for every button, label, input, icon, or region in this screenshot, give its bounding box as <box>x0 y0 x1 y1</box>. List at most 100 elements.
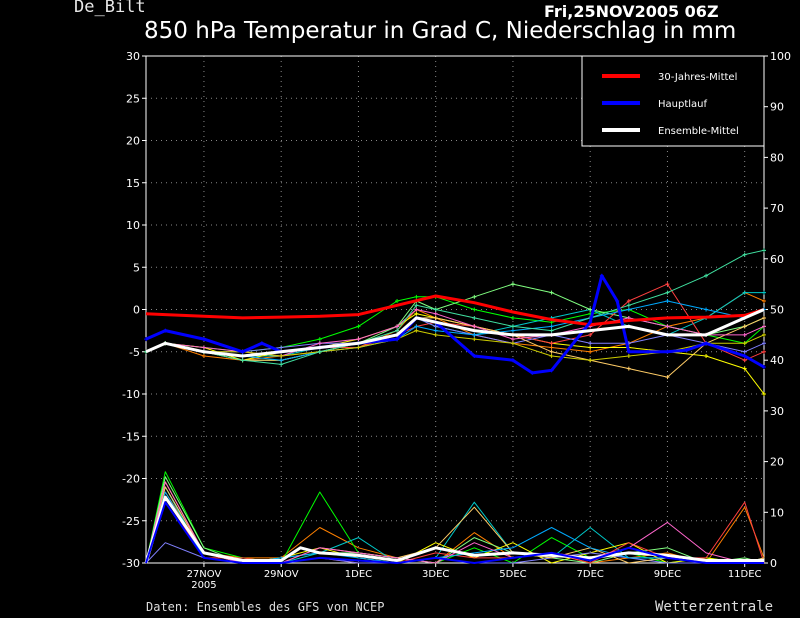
y-right-tick-label: 100 <box>770 50 791 63</box>
temperature-member-marker <box>549 349 554 354</box>
temperature-member-marker <box>626 303 631 308</box>
temperature-member-marker <box>626 353 631 358</box>
temperature-member-marker <box>742 332 747 337</box>
x-tick-label: 7DEC <box>577 569 604 580</box>
temperature-main-marker <box>588 320 593 325</box>
x-tick-label: 3DEC <box>422 569 449 580</box>
temperature-member-marker <box>414 294 419 299</box>
temperature-main-marker <box>742 353 747 358</box>
temperature-member-marker <box>414 307 419 312</box>
y-right-tick-label: 80 <box>770 151 784 164</box>
temperature-member-marker <box>549 324 554 329</box>
temperature-member-marker <box>201 353 206 358</box>
y-right-tick-label: 10 <box>770 506 784 519</box>
y-right-tick-label: 70 <box>770 202 784 215</box>
temperature-main-marker <box>762 364 766 369</box>
temperature-member-marker <box>762 324 766 329</box>
temperature-member-marker <box>356 337 361 342</box>
temperature-member-marker <box>742 341 747 346</box>
temperature-member-marker <box>588 332 593 337</box>
temperature-main-marker <box>615 299 620 304</box>
data-source: Daten: Ensembles des GFS von NCEP <box>146 600 385 614</box>
temperature-member-marker <box>472 332 477 337</box>
temperature-member-marker <box>626 366 631 371</box>
temperature-member-marker <box>762 290 766 295</box>
temperature-main-line <box>145 274 765 375</box>
temperature-member-marker <box>742 324 747 329</box>
temperature-main-marker <box>665 349 670 354</box>
y-left-tick-label: -5 <box>129 346 140 359</box>
temperature-member-marker <box>433 328 438 333</box>
temperature-member-marker <box>704 353 709 358</box>
temperature-member-marker <box>510 315 515 320</box>
y-right-tick-label: 30 <box>770 405 784 418</box>
temperature-main-marker <box>163 328 168 333</box>
temperature-mean-line <box>145 308 765 358</box>
y-left-tick-label: 0 <box>133 304 140 317</box>
temperature-main-marker <box>259 341 264 346</box>
x-tick-label: 27NOV <box>187 569 222 580</box>
temperature-member-marker <box>472 294 477 299</box>
temperature-member-marker <box>742 366 747 371</box>
temperature-member-marker <box>762 299 766 304</box>
legend-label: Ensemble-Mittel <box>658 126 739 137</box>
y-right-tick-label: 0 <box>770 557 777 570</box>
temperature-member-marker <box>742 349 747 354</box>
temperature-member-marker <box>549 341 554 346</box>
y-left-tick-label: 15 <box>126 177 140 190</box>
temperature-main-marker <box>453 337 457 342</box>
temperature-member-marker <box>433 315 438 320</box>
x-tick-label: 29NOV <box>264 569 299 580</box>
y-left-tick-label: 10 <box>126 219 140 232</box>
y-right-tick-label: 50 <box>770 304 784 317</box>
temperature-member-marker <box>762 341 766 346</box>
y-left-tick-label: -10 <box>122 388 140 401</box>
y-right-tick-label: 90 <box>770 101 784 114</box>
legend-label: Hauptlauf <box>658 99 707 110</box>
run-time: Fri,25NOV2005 06Z <box>544 2 719 21</box>
temperature-member-marker <box>762 349 766 354</box>
temperature-member-marker <box>433 311 438 316</box>
temperature-main-marker <box>704 341 709 346</box>
temperature-member-marker <box>395 328 400 333</box>
temperature-member-marker <box>395 299 400 304</box>
temperature-member-marker <box>626 307 631 312</box>
temperature-member-marker <box>356 324 361 329</box>
y-right-tick-label: 40 <box>770 354 784 367</box>
temperature-member-marker <box>588 345 593 350</box>
temperature-member-marker <box>201 345 206 350</box>
temperature-member-marker <box>742 252 747 257</box>
temperature-member-marker <box>626 299 631 304</box>
temperature-member-marker <box>414 324 419 329</box>
temperature-member-marker <box>762 332 766 337</box>
x-tick-label: 1DEC <box>345 569 372 580</box>
temperature-main-marker <box>599 273 604 278</box>
temperature-member-marker <box>588 341 593 346</box>
y-left-tick-label: 20 <box>126 135 140 148</box>
temperature-member-marker <box>665 299 670 304</box>
temperature-member-marker <box>472 324 477 329</box>
temperature-member-marker <box>704 273 709 278</box>
temperature-main-marker <box>144 337 148 342</box>
temperature-member-marker <box>588 358 593 363</box>
temperature-member-marker <box>510 324 515 329</box>
temperature-main-marker <box>472 353 477 358</box>
temperature-member-marker <box>588 307 593 312</box>
temperature-member-marker <box>549 353 554 358</box>
temperature-member-marker <box>240 358 245 363</box>
temperature-member-marker <box>433 307 438 312</box>
temperature-member-marker <box>665 375 670 380</box>
x-tick-label: 5DEC <box>499 569 526 580</box>
temperature-main-marker <box>530 370 535 375</box>
temperature-main-marker <box>684 348 689 353</box>
temperature-member-marker <box>665 290 670 295</box>
temperature-member-marker <box>762 248 766 253</box>
temperature-member-marker <box>510 328 515 333</box>
temperature-member-marker <box>395 324 400 329</box>
temperature-member-marker <box>433 332 438 337</box>
temperature-member-marker <box>472 307 477 312</box>
temperature-member-marker <box>414 311 419 316</box>
y-left-tick-label: 5 <box>133 261 140 274</box>
brand: Wetterzentrale <box>655 599 774 615</box>
